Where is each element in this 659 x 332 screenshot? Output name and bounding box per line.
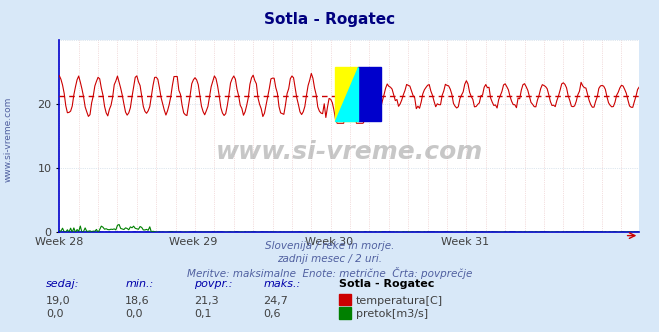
Text: 0,0: 0,0	[125, 309, 143, 319]
Text: Sotla - Rogatec: Sotla - Rogatec	[339, 279, 435, 289]
Text: www.si-vreme.com: www.si-vreme.com	[3, 97, 13, 182]
Text: pretok[m3/s]: pretok[m3/s]	[356, 309, 428, 319]
Text: Meritve: maksimalne  Enote: metrične  Črta: povprečje: Meritve: maksimalne Enote: metrične Črta…	[186, 267, 473, 279]
Text: 18,6: 18,6	[125, 296, 150, 306]
Polygon shape	[335, 67, 358, 121]
Text: min.:: min.:	[125, 279, 154, 289]
Text: 24,7: 24,7	[264, 296, 289, 306]
Text: 0,6: 0,6	[264, 309, 281, 319]
Text: temperatura[C]: temperatura[C]	[356, 296, 443, 306]
Text: 19,0: 19,0	[46, 296, 71, 306]
Text: 0,1: 0,1	[194, 309, 212, 319]
Text: povpr.:: povpr.:	[194, 279, 233, 289]
Text: Sotla - Rogatec: Sotla - Rogatec	[264, 12, 395, 27]
Text: sedaj:: sedaj:	[46, 279, 80, 289]
Text: Slovenija / reke in morje.: Slovenija / reke in morje.	[265, 241, 394, 251]
Text: 21,3: 21,3	[194, 296, 219, 306]
Text: zadnji mesec / 2 uri.: zadnji mesec / 2 uri.	[277, 254, 382, 264]
Text: www.si-vreme.com: www.si-vreme.com	[215, 139, 483, 164]
Text: maks.:: maks.:	[264, 279, 301, 289]
Bar	[335, 67, 358, 121]
Bar	[358, 67, 381, 121]
Text: 0,0: 0,0	[46, 309, 64, 319]
